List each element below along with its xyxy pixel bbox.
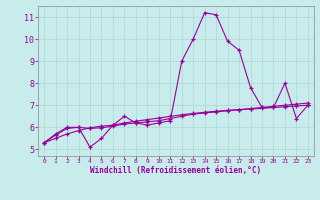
X-axis label: Windchill (Refroidissement éolien,°C): Windchill (Refroidissement éolien,°C): [91, 166, 261, 175]
